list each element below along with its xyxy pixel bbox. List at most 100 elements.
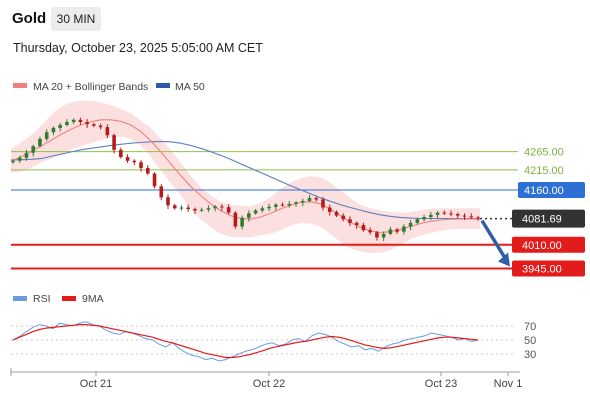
- candle-body: [98, 125, 103, 128]
- candle-body: [348, 219, 352, 223]
- candle-body: [11, 160, 15, 163]
- candle-body: [139, 162, 143, 169]
- candle-body: [199, 209, 204, 211]
- candle-body: [193, 209, 197, 211]
- timeframe-button[interactable]: 30 MIN: [51, 7, 101, 31]
- candle-body: [65, 122, 69, 125]
- candle-body: [166, 197, 170, 206]
- legend-rsi-swatch: [13, 296, 27, 301]
- candle-body: [247, 213, 251, 218]
- candle-body: [307, 198, 312, 201]
- level-label-2: 4160.00: [524, 185, 564, 197]
- candle-body: [469, 216, 474, 218]
- candle-body: [24, 152, 29, 158]
- candle-body: [361, 225, 366, 231]
- candle-body: [152, 173, 157, 187]
- x-tick-label-3: Nov 1: [494, 378, 523, 390]
- x-tick-label-0: Oct 21: [80, 378, 112, 390]
- candle-body: [381, 233, 386, 238]
- candle-body: [341, 215, 346, 220]
- candle-body: [92, 124, 96, 126]
- candle-body: [112, 135, 116, 150]
- legend-ma50-swatch: [156, 83, 170, 88]
- candle-body: [462, 215, 467, 217]
- legend-rsi-label: RSI: [33, 293, 51, 305]
- candle-body: [85, 122, 89, 125]
- candle-body: [220, 206, 224, 208]
- rsi-legend: RSI 9MA: [13, 293, 104, 305]
- legend-ma50-label: MA 50: [175, 81, 205, 93]
- bollinger-band: [11, 100, 480, 253]
- rsi-tick-0: 70: [524, 321, 536, 333]
- current-price-label: 4081.69: [522, 214, 562, 226]
- candle-body: [267, 206, 271, 209]
- legend-9ma-label: 9MA: [82, 293, 104, 305]
- candle-body: [105, 127, 110, 136]
- rsi-tick-1: 50: [524, 335, 536, 347]
- candle-body: [415, 219, 420, 223]
- ma20-line: [10, 119, 480, 233]
- candle-body: [253, 210, 258, 214]
- level-label-0: 4265.00: [524, 147, 564, 159]
- candle-body: [132, 160, 137, 163]
- candle-body: [233, 212, 238, 227]
- legend-ma20-swatch: [13, 83, 27, 88]
- datetime-label: Thursday, October 23, 2025 5:05:00 AM CE…: [13, 41, 263, 55]
- level-label-1: 4215.00: [524, 165, 564, 177]
- candle-body: [395, 229, 399, 232]
- candle-body: [172, 205, 177, 209]
- candle-body: [435, 212, 440, 215]
- candle-body: [186, 207, 191, 209]
- candle-body: [327, 207, 332, 212]
- candle-body: [300, 200, 305, 203]
- current-price-badge: [512, 209, 585, 228]
- level-badge-4: [512, 260, 585, 277]
- candle-body: [179, 207, 184, 209]
- candle-body: [213, 206, 217, 209]
- level-badge-3: [512, 236, 585, 253]
- candle-body: [287, 203, 292, 206]
- level-label-3: 4010.00: [522, 240, 562, 252]
- legend-9ma-swatch: [62, 296, 76, 301]
- ma50-line: [10, 140, 480, 220]
- candle-body: [71, 119, 76, 123]
- candle-body: [455, 214, 460, 216]
- candle-body: [206, 208, 211, 210]
- candle-body: [58, 124, 62, 128]
- candle-body: [294, 202, 298, 204]
- candle-body: [449, 213, 453, 215]
- candle-body: [334, 211, 339, 216]
- x-tick-label-1: Oct 22: [253, 378, 285, 390]
- candle-body: [125, 157, 130, 161]
- candle-body: [368, 230, 372, 233]
- candle-body: [17, 157, 22, 161]
- x-tick-label-2: Oct 23: [425, 378, 457, 390]
- rsi-ma-line: [12, 324, 479, 359]
- candle-body: [119, 149, 123, 158]
- candle-body: [476, 217, 480, 219]
- candle-body: [44, 132, 49, 139]
- candle-body: [31, 146, 36, 153]
- candle-body: [226, 207, 231, 213]
- candle-body: [429, 214, 433, 218]
- instrument-title: Gold: [12, 10, 47, 27]
- legend-ma20-label: MA 20 + Bollinger Bands: [33, 81, 148, 93]
- level-badge-2: [518, 182, 585, 198]
- candle-body: [375, 232, 379, 238]
- forecast-arrow-head: [498, 252, 510, 267]
- candle-body: [145, 168, 150, 174]
- level-label-4: 3945.00: [522, 264, 562, 276]
- forecast-arrow: [480, 219, 508, 261]
- candle-body: [388, 229, 393, 234]
- candle-body: [280, 204, 285, 206]
- rsi-tick-2: 30: [524, 349, 536, 361]
- candle-body: [51, 127, 56, 133]
- candle-body: [354, 222, 359, 226]
- candle-body: [321, 199, 325, 208]
- candle-body: [422, 217, 426, 220]
- candle-body: [38, 138, 42, 147]
- candle-body: [240, 217, 244, 227]
- top-bar: Gold 30 MIN: [0, 0, 590, 38]
- candles: [11, 117, 480, 242]
